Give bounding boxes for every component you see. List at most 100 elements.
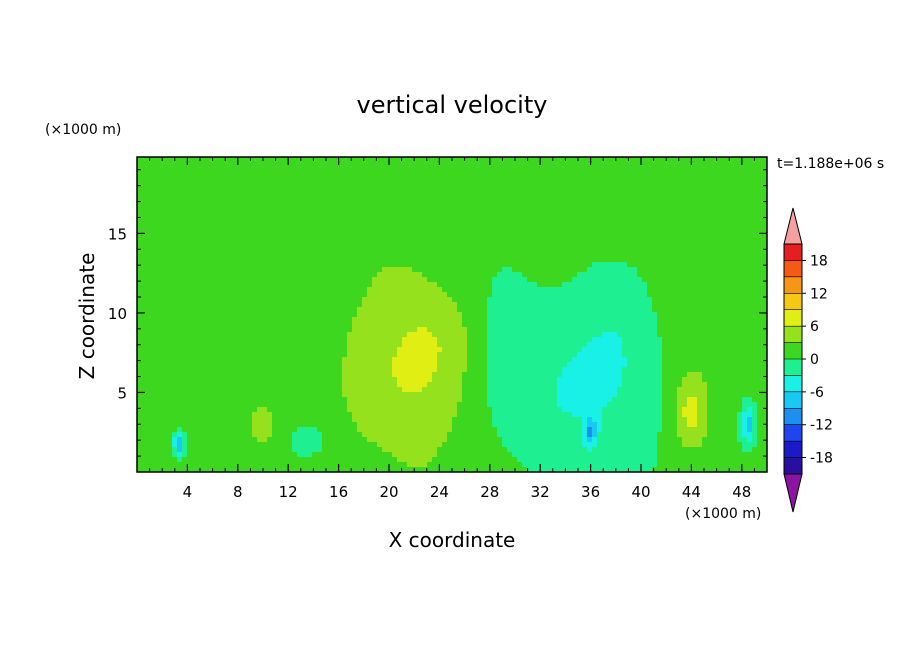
field-cell: [697, 317, 703, 323]
field-cell: [417, 247, 423, 253]
field-cell: [527, 337, 533, 343]
field-cell: [167, 327, 173, 333]
field-cell: [547, 232, 553, 238]
field-cell: [572, 292, 578, 298]
field-cell: [522, 167, 528, 173]
field-cell: [177, 332, 183, 338]
field-cell: [332, 297, 338, 303]
field-cell: [682, 307, 688, 313]
field-cell: [687, 302, 693, 308]
field-cell: [317, 252, 323, 258]
field-cell: [502, 267, 508, 273]
field-cell: [572, 342, 578, 348]
field-cell: [462, 267, 468, 273]
field-cell: [302, 352, 308, 358]
field-cell: [172, 342, 178, 348]
field-cell: [302, 332, 308, 338]
field-cell: [652, 297, 658, 303]
field-cell: [472, 317, 478, 323]
field-cell: [722, 227, 728, 233]
field-cell: [277, 292, 283, 298]
field-cell: [417, 182, 423, 188]
field-cell: [727, 267, 733, 273]
field-cell: [312, 207, 318, 213]
field-cell: [587, 182, 593, 188]
field-cell: [667, 232, 673, 238]
field-cell: [252, 347, 258, 353]
field-cell: [652, 247, 658, 253]
field-cell: [462, 212, 468, 218]
field-cell: [702, 287, 708, 293]
field-cell: [432, 292, 438, 298]
field-cell: [612, 212, 618, 218]
field-cell: [402, 222, 408, 228]
field-cell: [192, 282, 198, 288]
field-cell: [272, 162, 278, 168]
field-cell: [357, 247, 363, 253]
field-cell: [662, 182, 668, 188]
field-cell: [532, 217, 538, 223]
field-cell: [287, 347, 293, 353]
field-cell: [557, 292, 563, 298]
field-cell: [472, 222, 478, 228]
field-cell: [317, 207, 323, 213]
field-cell: [212, 307, 218, 313]
field-cell: [542, 322, 548, 328]
field-cell: [702, 282, 708, 288]
field-cell: [397, 322, 403, 328]
field-cell: [387, 167, 393, 173]
field-cell: [742, 322, 748, 328]
field-cell: [252, 317, 258, 323]
field-cell: [337, 217, 343, 223]
field-cell: [592, 232, 598, 238]
field-cell: [267, 307, 273, 313]
field-cell: [347, 167, 353, 173]
field-cell: [492, 237, 498, 243]
field-cell: [147, 267, 153, 273]
field-cell: [582, 197, 588, 203]
field-cell: [407, 332, 413, 338]
field-cell: [272, 317, 278, 323]
field-cell: [632, 317, 638, 323]
field-cell: [307, 342, 313, 348]
field-cell: [377, 187, 383, 193]
field-cell: [597, 257, 603, 263]
field-cell: [312, 337, 318, 343]
field-cell: [492, 217, 498, 223]
field-cell: [687, 317, 693, 323]
field-cell: [692, 207, 698, 213]
field-cell: [617, 302, 623, 308]
field-cell: [267, 207, 273, 213]
field-cell: [612, 327, 618, 333]
field-cell: [237, 242, 243, 248]
field-cell: [137, 337, 143, 343]
field-cell: [292, 272, 298, 278]
field-cell: [377, 262, 383, 268]
field-cell: [632, 247, 638, 253]
field-cell: [217, 292, 223, 298]
field-cell: [397, 337, 403, 343]
field-cell: [537, 257, 543, 263]
field-cell: [262, 157, 268, 163]
field-cell: [212, 187, 218, 193]
field-cell: [737, 242, 743, 248]
field-cell: [742, 337, 748, 343]
field-cell: [172, 292, 178, 298]
field-cell: [242, 187, 248, 193]
field-cell: [647, 207, 653, 213]
field-cell: [372, 227, 378, 233]
field-cell: [227, 267, 233, 273]
field-cell: [722, 187, 728, 193]
field-cell: [332, 307, 338, 313]
field-cell: [402, 307, 408, 313]
field-cell: [372, 332, 378, 338]
field-cell: [712, 252, 718, 258]
field-cell: [392, 322, 398, 328]
field-cell: [722, 332, 728, 338]
field-cell: [217, 272, 223, 278]
field-cell: [727, 247, 733, 253]
field-cell: [222, 197, 228, 203]
field-cell: [402, 342, 408, 348]
field-cell: [327, 262, 333, 268]
field-cell: [587, 222, 593, 228]
